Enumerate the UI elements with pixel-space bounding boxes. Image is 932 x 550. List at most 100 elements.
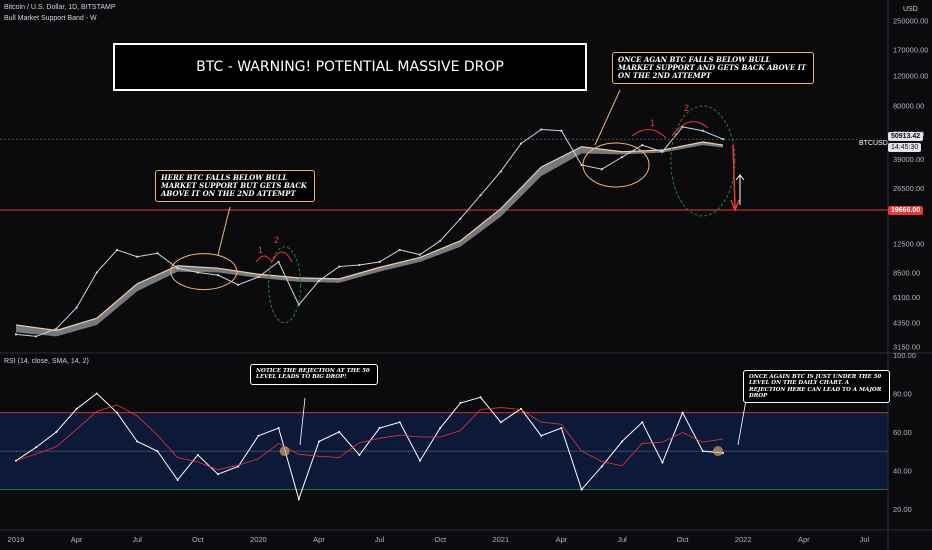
price-axis-tick-label: 8500.00 (893, 268, 920, 277)
annotation-arc-1 (255, 251, 293, 263)
rsi-axis-tick-label: 20.00 (893, 505, 912, 514)
price-point (257, 275, 260, 279)
price-series-line (15, 126, 724, 337)
price-point (620, 156, 624, 159)
rsi-axis-tick-label: 40.00 (893, 466, 912, 475)
time-axis-tick-label: 2020 (250, 535, 267, 544)
price-point (176, 267, 179, 270)
rsi-ma-line (15, 404, 724, 471)
note-leader-1 (217, 206, 231, 256)
rsi-point (297, 498, 300, 501)
rsi-point (661, 461, 664, 464)
price-point (216, 274, 220, 277)
price-point (398, 248, 401, 252)
time-axis-tick-label: Oct (677, 535, 690, 544)
rsi-rejection-marker (279, 446, 290, 457)
price-axis-tick-label: 80000.00 (893, 102, 924, 111)
annotation-mark-mark2: 2 (274, 235, 279, 245)
annotation-mark-mark2: 2 (684, 103, 689, 113)
price-point (540, 128, 543, 131)
time-axis-tick-label: 2022 (735, 535, 752, 544)
price-point (237, 283, 240, 286)
rsi-header: RSI (14, close, SMA, 14, 2) (4, 358, 89, 365)
rsi-point (217, 473, 219, 476)
price-point (519, 142, 523, 145)
price-point (499, 170, 502, 173)
price-axis-tick-label: 170000.00 (893, 45, 928, 54)
countdown-tag: 14:45:30 (888, 143, 922, 152)
rsi-axis-tick-label: 80.00 (893, 389, 912, 398)
price-axis-tick-label: 4350.00 (893, 318, 920, 327)
annotation-ellipse-green-2 (670, 105, 736, 217)
rsi-point (55, 430, 58, 433)
price-point (136, 255, 139, 258)
time-axis-tick-label: Jul (617, 535, 627, 544)
price-point (196, 271, 199, 274)
rsi-point (358, 453, 361, 456)
rsi-point (621, 440, 623, 443)
rsi-point (600, 465, 603, 468)
price-axis-tick-label: 6100.00 (893, 293, 920, 302)
price-point (439, 239, 442, 242)
time-axis-tick-label: 2021 (492, 535, 509, 544)
rsi-point (499, 421, 502, 424)
annotation-arc-2 (631, 121, 709, 139)
price-point (479, 194, 482, 197)
price-point (14, 333, 18, 336)
rsi-point (641, 421, 644, 424)
rsi-point (318, 440, 320, 443)
rsi-point (378, 427, 381, 430)
rsi-point (459, 402, 462, 405)
price-point (418, 253, 422, 256)
price-point (277, 260, 280, 263)
rsi-point (176, 478, 179, 481)
time-axis-tick-label: Jul (860, 535, 870, 544)
symbol-tag: BTCUSD (856, 139, 891, 148)
time-axis-tick-label: Jul (375, 535, 385, 544)
time-axis-tick-label: 2019 (8, 535, 25, 544)
note-leader-2 (594, 89, 621, 146)
price-point (459, 217, 462, 220)
rsi-point (116, 411, 118, 414)
annotation-mark-mark1: 1 (258, 245, 263, 255)
price-axis-tick-label: 12500.00 (893, 240, 924, 249)
rsi-panel (0, 392, 888, 501)
rsi-point (75, 407, 78, 410)
note-leader-4 (737, 399, 747, 446)
price-point (681, 125, 684, 129)
rsi-point (580, 488, 583, 491)
time-axis-tick-label: Apr (71, 535, 83, 544)
price-point (115, 248, 119, 252)
rsi-current-marker (713, 446, 723, 457)
price-point (156, 252, 159, 255)
rsi-point (15, 459, 17, 462)
rsi-point (338, 430, 341, 433)
annotation-note-4: ONCE AGAIN BTC IS JUST UNDER THE 50 LEVE… (743, 370, 890, 404)
arrow-down-head (730, 199, 740, 213)
symbol-header: Bitcoin / U.S. Dollar, 1D, BITSTAMP (4, 4, 116, 11)
currency-label: USD (903, 6, 918, 13)
annotation-note-1: HERE BTC FALLS BELOW BULL MARKET SUPPORT… (155, 170, 315, 203)
price-point (378, 260, 381, 263)
time-axis-tick-label: Oct (192, 535, 205, 544)
indicator-header: Bull Market Support Band - W (4, 15, 97, 22)
price-point (75, 306, 78, 309)
rsi-point (257, 434, 260, 437)
arrow-down-line (732, 144, 736, 209)
price-point (600, 168, 603, 171)
annotation-note-2: ONCE AGAN BTC FALLS BELOW BULL MARKET SU… (612, 52, 814, 85)
price-point (721, 138, 725, 141)
band-upper-line (15, 141, 724, 332)
rsi-point (156, 450, 159, 453)
rsi-point (520, 407, 522, 410)
price-point (317, 279, 321, 282)
chart-title: BTC - WARNING! POTENTIAL MASSIVE DROP (113, 43, 587, 91)
price-point (580, 163, 583, 167)
note-leader-3 (299, 397, 306, 446)
price-point (95, 271, 98, 274)
price-point (358, 263, 361, 267)
rsi-axis-tick-label: 100.00 (893, 351, 916, 360)
price-axis-tick-label: 250000.00 (893, 17, 928, 26)
